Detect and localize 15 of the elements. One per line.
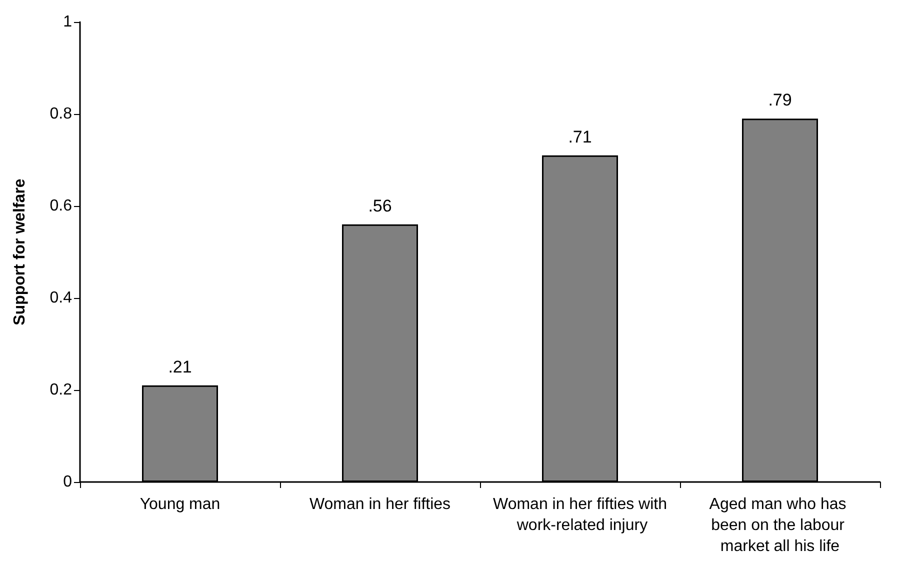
y-tick-label: 0.6 xyxy=(50,198,72,214)
data-label: .79 xyxy=(768,90,792,110)
data-label: .21 xyxy=(168,357,192,376)
y-tick-label: 0.2 xyxy=(50,382,72,398)
y-tick-label: 0.8 xyxy=(50,106,72,122)
x-tick-label: Woman in her fifties xyxy=(309,496,451,513)
y-tick-label: 0 xyxy=(63,474,72,490)
y-tick-label: 1 xyxy=(63,14,72,30)
x-tick-label: Woman in her fifties with work-related injury xyxy=(493,496,667,534)
x-tick-label: Aged man who has been on the labour market all his life xyxy=(709,496,851,555)
y-axis-title: Support for welfare xyxy=(12,178,28,326)
x-tick-label: Young man xyxy=(140,496,220,513)
data-label: .71 xyxy=(568,127,592,146)
data-label: .56 xyxy=(368,196,392,216)
y-tick-label: 0.4 xyxy=(50,290,72,306)
